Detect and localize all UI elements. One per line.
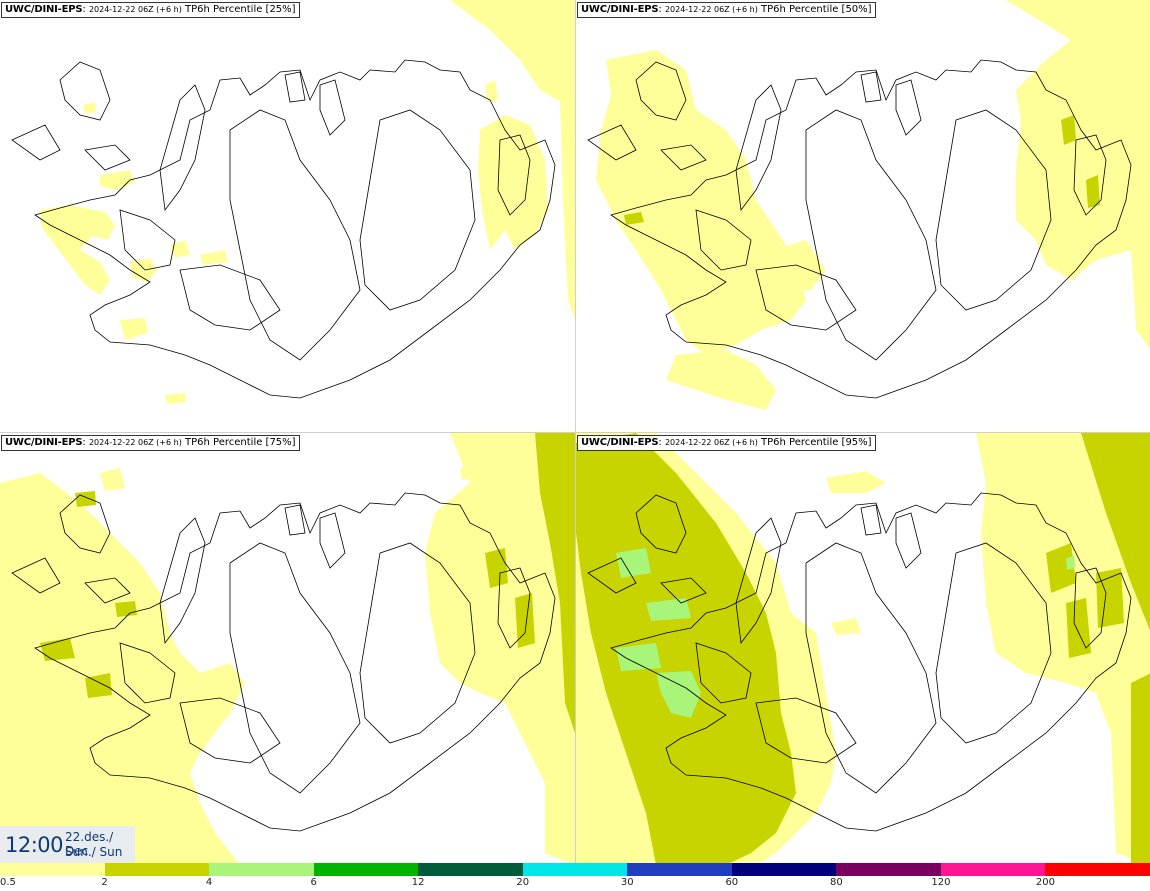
precip-map <box>11 0 575 404</box>
panel-title: UWC/DINI-EPS: 2024-12-22 06Z (+6 h) TP6h… <box>577 435 876 451</box>
colorbar-segment <box>0 863 105 876</box>
valid-time-box: 12:00 22.des./ Dec Sun./ Sun <box>0 826 135 863</box>
colorbar-tick-label: 200 <box>1035 877 1055 888</box>
map-panel-p25: UWC/DINI-EPS: 2024-12-22 06Z (+6 h) TP6h… <box>0 0 575 432</box>
precip-fill-level2 <box>576 433 1150 865</box>
precip-fill-level3 <box>616 548 1075 718</box>
coastline <box>11 492 556 832</box>
colorbar-segment <box>940 863 1046 876</box>
precip-map <box>587 0 1150 410</box>
colorbar-segment <box>1045 863 1150 876</box>
colorbar-tick-label: 4 <box>205 877 213 888</box>
panel-title: UWC/DINI-EPS: 2024-12-22 06Z (+6 h) TP6h… <box>1 435 300 451</box>
colorbar-tick-label: 0.5 <box>0 877 16 888</box>
colorbar-tick-label: 12 <box>411 877 425 888</box>
colorbar-segment <box>418 863 523 876</box>
colorbar-segment <box>313 863 419 876</box>
panel-title: UWC/DINI-EPS: 2024-12-22 06Z (+6 h) TP6h… <box>1 2 300 18</box>
valid-date-line2: Sun./ Sun <box>65 845 123 859</box>
map-panel-p95: UWC/DINI-EPS: 2024-12-22 06Z (+6 h) TP6h… <box>575 432 1150 865</box>
colorbar-segment <box>522 863 628 876</box>
map-panel-p50: UWC/DINI-EPS: 2024-12-22 06Z (+6 h) TP6h… <box>575 0 1150 432</box>
coastline <box>11 59 556 399</box>
colorbar-tick-label: 60 <box>725 877 739 888</box>
precip-fill-level1 <box>0 433 575 865</box>
colorbar-segment <box>209 863 314 876</box>
panel-title: UWC/DINI-EPS: 2024-12-22 06Z (+6 h) TP6h… <box>577 2 876 18</box>
colorbar-tick-label: 120 <box>931 877 951 888</box>
colorbar-tick-label: 20 <box>516 877 530 888</box>
map-panel-p75: UWC/DINI-EPS: 2024-12-22 06Z (+6 h) TP6h… <box>0 432 575 865</box>
colorbar-segment <box>104 863 210 876</box>
colorbar-segment <box>627 863 732 876</box>
precip-map <box>0 433 575 865</box>
colorbar-segment <box>731 863 837 876</box>
colorbar-tick-label: 6 <box>310 877 317 888</box>
precip-fill-level1 <box>596 0 1150 410</box>
colorbar-tick-label: 80 <box>829 877 843 888</box>
colorbar-tick-label: 30 <box>620 877 634 888</box>
valid-time-clock: 12:00 <box>5 833 64 857</box>
valid-date-line1: 22.des./ Dec <box>65 830 114 858</box>
precip-fill-level2 <box>624 115 1100 225</box>
colorbar-ticks: 0.5 2 4 6 12 20 30 60 80 120 200 <box>0 876 1150 891</box>
precip-fill-level1 <box>40 0 575 404</box>
precip-colorbar <box>0 863 1150 876</box>
coastline <box>587 492 1132 832</box>
colorbar-tick-label: 2 <box>101 877 108 888</box>
coastline <box>587 59 1132 399</box>
colorbar-segment <box>836 863 941 876</box>
precip-map <box>576 433 1150 865</box>
